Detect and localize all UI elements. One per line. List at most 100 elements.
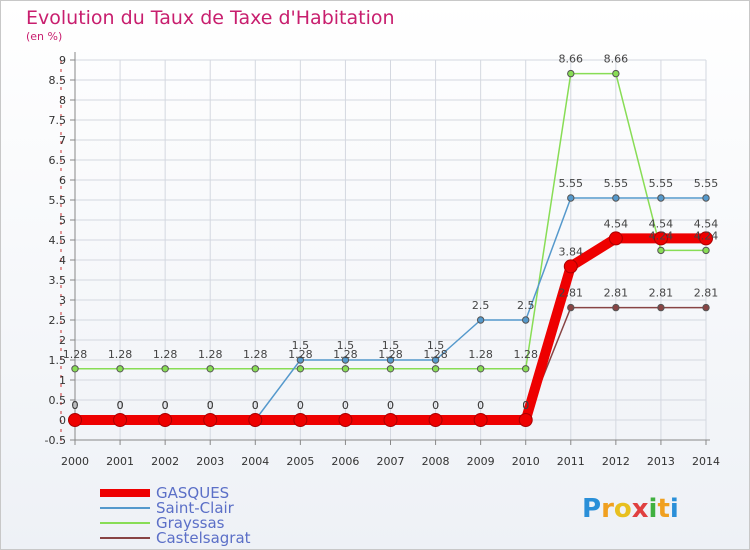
- y-tick-label: 4.5: [49, 234, 67, 247]
- x-tick-label: 2008: [422, 455, 450, 468]
- data-point: [386, 365, 395, 373]
- data-point: [293, 413, 308, 427]
- data-label: 2.81: [649, 287, 674, 300]
- series-lines: [68, 69, 713, 427]
- data-point: [476, 316, 485, 324]
- data-label: 5.55: [559, 177, 584, 190]
- data-label: 1.28: [423, 348, 448, 361]
- data-point: [113, 413, 128, 427]
- data-point: [428, 413, 443, 427]
- data-point: [612, 194, 620, 202]
- data-point: [657, 246, 665, 255]
- data-label: 0: [162, 399, 169, 412]
- legend-label: Saint-Clair: [156, 499, 235, 517]
- y-tick-label: 6: [59, 174, 66, 187]
- data-label: 8.66: [559, 53, 584, 66]
- x-tick-label: 2011: [557, 455, 585, 468]
- data-point: [338, 413, 353, 427]
- axes: [60, 52, 710, 445]
- data-label: 0: [342, 399, 349, 412]
- data-label: 1.28: [243, 348, 268, 361]
- y-tick-labels: -0.5 0 0.5 1 1.5 2 2.5 3 3.5 4 4.5 5 5.5 6 6.5 7 7.5 8 8.5…: [45, 54, 66, 447]
- data-label: 4.24: [694, 229, 719, 242]
- data-label: 0: [72, 399, 79, 412]
- data-label: 2.5: [472, 299, 490, 312]
- data-label: 0: [252, 399, 259, 412]
- data-point: [251, 365, 259, 373]
- x-tick-label: 2006: [331, 455, 359, 468]
- data-label: 1.28: [378, 348, 403, 361]
- data-label: 0: [162, 399, 169, 412]
- data-label: 2.81: [559, 287, 584, 300]
- data-label: 0: [207, 399, 214, 412]
- data-label: 0: [72, 399, 79, 412]
- y-tick-label: 7.5: [49, 114, 67, 127]
- data-label: 4.24: [649, 229, 674, 242]
- data-label: 3.84: [559, 245, 584, 258]
- data-label: 2.81: [694, 287, 719, 300]
- grid: [74, 59, 707, 441]
- y-tick-label: 3.5: [49, 274, 67, 287]
- data-label: 0: [117, 399, 124, 412]
- data-label: 1.28: [333, 348, 358, 361]
- y-tick-label: 4: [59, 254, 66, 267]
- data-label: 0: [477, 399, 484, 412]
- x-tick-label: 2003: [196, 455, 224, 468]
- data-label: 0: [252, 399, 259, 412]
- data-label: 1.28: [513, 348, 538, 361]
- y-tick-label: 0: [59, 414, 66, 427]
- data-label: 1.28: [288, 348, 313, 361]
- x-tick-label: 2007: [377, 455, 405, 468]
- data-label: 4.54: [649, 217, 674, 230]
- x-tick-label: 2010: [512, 455, 540, 468]
- data-point: [383, 413, 398, 427]
- x-tick-label: 2014: [692, 455, 720, 468]
- data-point: [473, 413, 488, 427]
- data-label: 5.55: [604, 177, 629, 190]
- x-tick-labels: 2000 2001 2002 2003 2004 2005 2006 2007 2008 2009…: [61, 455, 720, 468]
- y-tick-label: 6.5: [49, 154, 67, 167]
- data-point: [431, 356, 440, 364]
- data-label: 8.66: [604, 53, 629, 66]
- data-point: [161, 365, 169, 373]
- x-tick-label: 2009: [467, 455, 495, 468]
- x-tick-label: 2004: [241, 455, 269, 468]
- data-point: [386, 356, 395, 364]
- data-label: 0: [297, 399, 304, 412]
- legend-label: Grayssas: [156, 514, 225, 532]
- data-point: [657, 194, 665, 202]
- data-point: [657, 303, 665, 312]
- data-label: 0: [207, 399, 214, 412]
- data-label: 5.55: [694, 177, 719, 190]
- data-point: [702, 303, 710, 312]
- data-point: [116, 365, 124, 373]
- y-tick-label: 3: [59, 294, 66, 307]
- data-point: [567, 69, 575, 78]
- data-point: [71, 365, 79, 373]
- data-label: 0: [477, 399, 484, 412]
- data-label: 1.28: [108, 348, 133, 361]
- data-point: [203, 413, 218, 427]
- data-point: [702, 194, 710, 202]
- data-point: [341, 365, 350, 373]
- data-point: [518, 413, 533, 427]
- data-label: 4.54: [694, 217, 719, 230]
- data-label: 1.28: [468, 348, 493, 361]
- x-tick-label: 2013: [647, 455, 675, 468]
- data-point: [431, 365, 440, 373]
- legend-label: Castelsagrat: [156, 529, 251, 547]
- y-tick-label: 0.5: [49, 394, 67, 407]
- data-label: 0: [522, 399, 529, 412]
- y-tick-label: 5: [59, 214, 66, 227]
- data-point: [699, 231, 713, 246]
- y-tick-label: 1.5: [49, 354, 67, 367]
- x-tick-label: 2002: [151, 455, 179, 468]
- data-point: [296, 356, 305, 364]
- data-point: [702, 246, 710, 255]
- data-label: 1.5: [292, 339, 310, 352]
- data-label: 0: [72, 399, 79, 412]
- data-label: 0: [297, 399, 304, 412]
- y-tick-label: 2: [59, 334, 66, 347]
- data-point: [296, 365, 305, 373]
